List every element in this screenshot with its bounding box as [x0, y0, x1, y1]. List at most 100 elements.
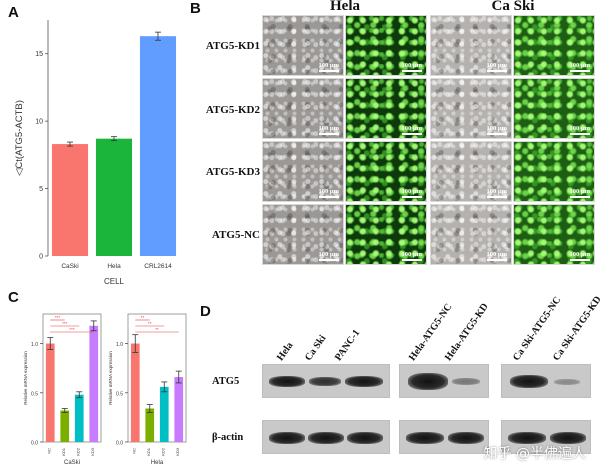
significance-label: ***: [62, 321, 68, 326]
scale-bar: 100 μm: [486, 188, 507, 198]
chart-c-caski: 0.0 0.5 1.0 NC KD1 KD2 KD3 CaSki Relative mRNA e…: [23, 313, 102, 466]
x-tick-label: KD2: [160, 447, 165, 456]
micrograph-brightfield-caski-row4: 100 μm: [430, 204, 512, 265]
y-tick-label: 5: [39, 186, 43, 193]
plot-frame: [127, 313, 187, 443]
blot-strip-atg5-3: [501, 364, 591, 398]
panel-letter-c: C: [8, 289, 19, 306]
scale-bar-line: [569, 70, 590, 72]
scale-bar-line: [486, 196, 507, 198]
micrograph-gfp-caski-row4: 100 μm: [513, 204, 595, 265]
micrograph-brightfield-hela-row4: 100 μm: [262, 204, 344, 265]
bar: [51, 144, 89, 256]
chart-c-hela: 0.0 0.5 1.0 NC KD1 KD2 KD3 Hela Relative mRNA ex…: [108, 313, 187, 466]
band: [308, 432, 344, 444]
micrograph-gfp-hela-row4: 100 μm: [345, 204, 427, 265]
band: [452, 378, 480, 385]
scale-bar-line: [569, 259, 590, 261]
micrograph-brightfield-caski-row2: 100 μm: [430, 78, 512, 139]
chart-a: 0 5 10 15 CaSki Hela CRL2614 CELL ◁Ct(ATG5-ACTB): [14, 20, 177, 286]
scale-bar-label: 100 μm: [318, 62, 339, 69]
y-tick-label: 0.0: [116, 441, 123, 447]
lane-label-panc1: PANC-1: [332, 327, 363, 363]
scale-bar-line: [318, 259, 339, 261]
row-label-atg5: ATG5: [212, 376, 240, 387]
scale-bar-label: 100 μm: [569, 125, 590, 132]
significance-label: **: [141, 315, 145, 320]
scale-bar: 100 μm: [318, 62, 339, 72]
significance-label: **: [155, 327, 159, 332]
blot-strip-atg5-1: [262, 364, 390, 398]
y-tick-label: 10: [35, 119, 43, 126]
band: [406, 432, 444, 444]
scale-bar-label: 100 μm: [569, 62, 590, 69]
scale-bar-line: [318, 133, 339, 135]
scale-bar-line: [486, 133, 507, 135]
band: [347, 432, 383, 444]
row-label-kd1: ATG5-KD1: [205, 40, 260, 52]
bar: [89, 325, 99, 442]
scale-bar-label: 100 μm: [486, 251, 507, 258]
bar: [174, 377, 184, 442]
y-axis-label: Relative mRNA expression: [108, 351, 113, 405]
scale-bar-label: 100 μm: [569, 188, 590, 195]
y-tick-label: 15: [35, 51, 43, 58]
blot-strip-actin-1: [262, 420, 390, 454]
y-axis-label: Relative mRNA expression: [23, 351, 28, 405]
band: [269, 376, 305, 387]
y-tick-label: 1.0: [116, 342, 123, 348]
scale-bar: 100 μm: [569, 251, 590, 261]
y-tick-label: 0.5: [31, 391, 38, 397]
watermark: 知乎 @半佛遍人: [484, 443, 586, 463]
scale-bar-line: [486, 259, 507, 261]
panel-letter-b: B: [190, 0, 201, 17]
significance-label: ***: [69, 327, 75, 332]
scale-bar-line: [401, 259, 422, 261]
scale-bar: 100 μm: [318, 188, 339, 198]
scale-bar-line: [569, 196, 590, 198]
y-tick-label: 0.5: [116, 391, 123, 397]
scale-bar: 100 μm: [401, 188, 422, 198]
micrograph-brightfield-hela-row3: 100 μm: [262, 141, 344, 202]
y-axis-label: ◁Ct(ATG5-ACTB): [14, 100, 25, 176]
y-tick-label: 0.0: [31, 441, 38, 447]
row-label-kd2: ATG5-KD2: [205, 104, 260, 116]
scale-bar-line: [401, 133, 422, 135]
band: [448, 432, 484, 444]
plot-frame: [42, 313, 102, 443]
scale-bar-label: 100 μm: [318, 125, 339, 132]
column-header-caski: Ca Ski: [491, 0, 535, 14]
micrograph-brightfield-hela-row1: 100 μm: [262, 15, 344, 76]
scale-bar: 100 μm: [486, 62, 507, 72]
micrograph-brightfield-caski-row1: 100 μm: [430, 15, 512, 76]
lane-label-caski: Ca Ski: [302, 333, 329, 363]
lane-label-hela: Hela: [274, 340, 296, 363]
y-tick-label: 1.0: [31, 342, 38, 348]
scale-bar: 100 μm: [486, 125, 507, 135]
x-tick-label: NC: [131, 448, 136, 454]
scale-bar: 100 μm: [318, 125, 339, 135]
scale-bar-label: 100 μm: [486, 188, 507, 195]
micrograph-brightfield-hela-row2: 100 μm: [262, 78, 344, 139]
x-tick-label: KD3: [90, 447, 95, 456]
scale-bar: 100 μm: [569, 62, 590, 72]
scale-bar-label: 100 μm: [486, 125, 507, 132]
bar: [95, 138, 133, 256]
band: [554, 379, 580, 385]
bar: [74, 394, 84, 442]
micrograph-gfp-hela-row3: 100 μm: [345, 141, 427, 202]
x-tick-label: CRL2614: [144, 263, 172, 270]
scale-bar: 100 μm: [486, 251, 507, 261]
scale-bar: 100 μm: [318, 251, 339, 261]
scale-bar-label: 100 μm: [486, 62, 507, 69]
scale-bar-label: 100 μm: [401, 125, 422, 132]
panel-letter-d: D: [200, 303, 211, 320]
x-tick-label: KD3: [175, 447, 180, 456]
band: [345, 376, 383, 387]
micrograph-brightfield-caski-row3: 100 μm: [430, 141, 512, 202]
blot-strip-actin-3: [501, 420, 591, 454]
scale-bar-line: [401, 196, 422, 198]
row-label-actin: β-actin: [212, 432, 244, 443]
significance-label: ***: [55, 315, 61, 320]
scale-bar-line: [486, 70, 507, 72]
